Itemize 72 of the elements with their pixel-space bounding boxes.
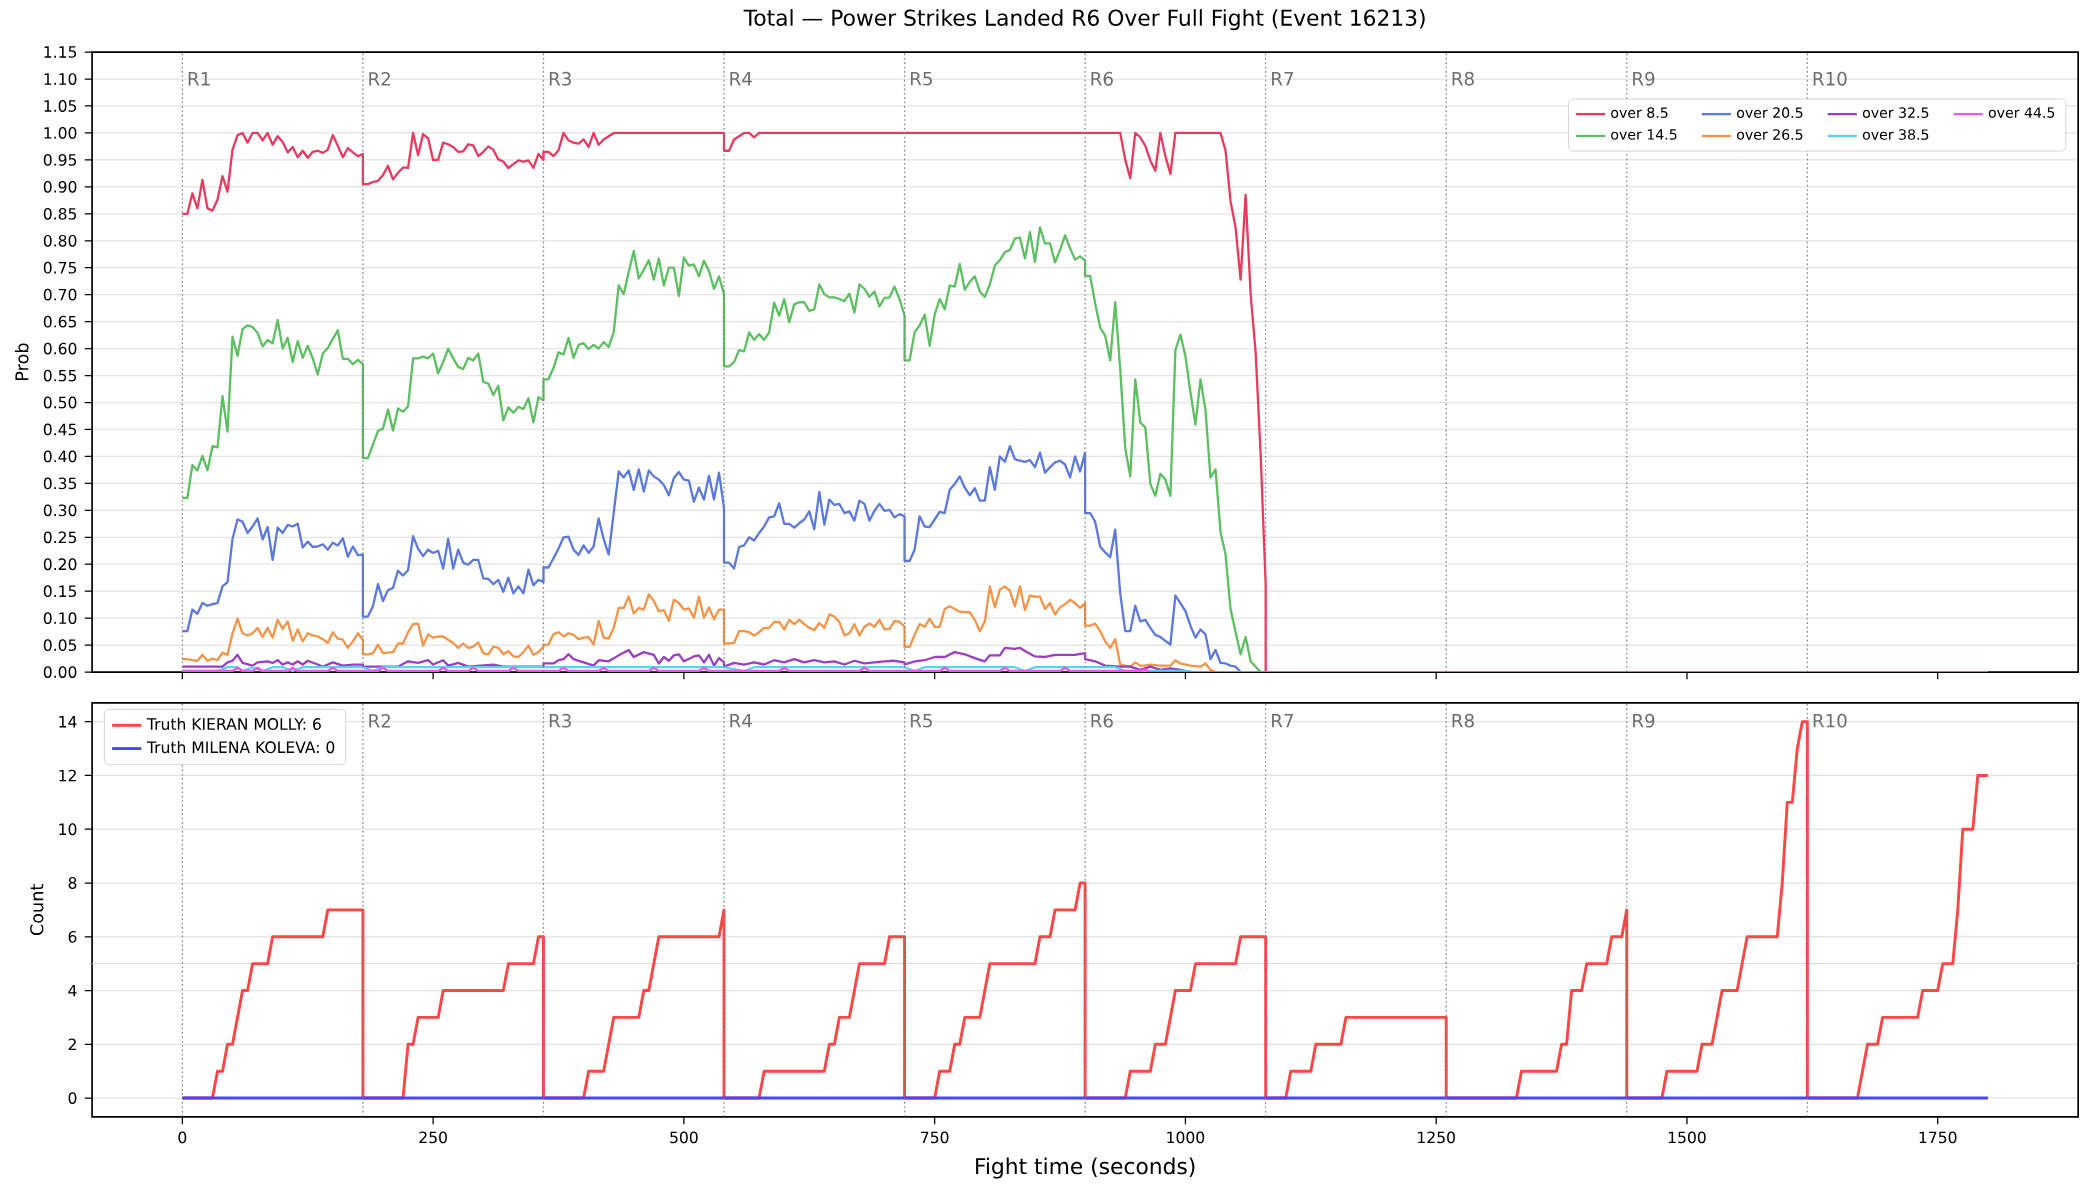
x-tick-label: 250 [419,1131,447,1144]
ref-line-label: R8 [1452,713,1474,728]
ref-line-label: R6 [1091,713,1113,728]
legend-label: over 26.5 [1737,129,1803,140]
y-tick-label: 12 [59,769,76,782]
y-tick-label: 0.10 [43,612,77,625]
y-tick-label: 0.75 [43,261,77,274]
y-tick-label: 6 [68,930,77,943]
y-tick-label: 0.95 [43,154,77,166]
ref-line-label: R2 [369,71,390,86]
y-tick-label: 0.05 [43,639,77,652]
ref-line-label: R5 [910,713,932,728]
legend-label: over 14.5 [1611,129,1677,140]
y-tick-label: 0.50 [43,396,77,409]
ref-line-label: R9 [1633,713,1655,728]
y-tick-label: 10 [59,823,77,836]
ref-line-label: R3 [549,713,571,728]
y-axis-title: Prob [14,343,29,380]
chart-title: Total — Power Strikes Landed R6 Over Full Fight (Event 16213) [743,9,1425,31]
ref-line-label: R2 [369,713,390,728]
legend-label: over 38.5 [1862,129,1929,140]
y-tick-label: 0.55 [43,369,77,382]
ref-line-label: R9 [1633,71,1655,86]
x-tick-label: 0 [178,1131,187,1144]
y-tick-label: 0.45 [43,423,77,436]
x-tick-label: 1000 [1167,1131,1205,1144]
ref-line-label: R1 [188,72,210,86]
y-tick-label: 0.65 [43,315,77,328]
ref-line-label: R10 [1813,71,1847,86]
x-tick-label: 500 [670,1131,698,1144]
y-tick-label: 0.60 [43,342,77,355]
ref-line-label: R3 [549,71,571,86]
y-tick-label: 0.85 [43,207,77,220]
y-axis-title: Count [30,884,44,936]
ref-line-label: R7 [1272,72,1293,86]
y-tick-label: 0.30 [43,504,77,517]
legend-label: over 20.5 [1737,107,1803,118]
y-tick-label: 2 [68,1038,76,1051]
legend-label: over 32.5 [1862,107,1929,118]
y-tick-label: 0.70 [43,288,77,301]
y-tick-label: 8 [68,877,77,889]
legend-label: Truth MILENA KOLEVA: 0 [146,741,335,754]
y-tick-label: 0.80 [43,234,77,247]
x-axis-title: Fight time (seconds) [976,1157,1195,1179]
y-tick-label: 0.90 [43,180,77,193]
legend-label: over 44.5 [1988,107,2055,118]
y-tick-label: 14 [59,716,77,728]
ref-line-label: R4 [730,72,752,86]
y-tick-label: 1.05 [44,100,77,112]
x-tick-label: 1250 [1418,1131,1455,1144]
y-tick-label: 0.00 [43,666,77,678]
ref-line-label: R7 [1272,714,1293,728]
y-tick-label: 0.20 [43,558,77,571]
y-tick-label: 4 [68,984,77,997]
y-tick-label: 1.10 [44,73,77,85]
legend-label: over 8.5 [1611,107,1668,118]
y-tick-label: 0.35 [43,477,77,490]
y-tick-label: 1.15 [44,46,77,58]
ref-line-label: R5 [910,71,932,86]
x-tick-label: 1750 [1919,1131,1957,1144]
y-tick-label: 0.25 [43,531,77,544]
x-tick-label: 750 [921,1131,949,1144]
ref-line-label: R8 [1452,71,1474,86]
ref-line-label: R10 [1813,713,1847,728]
y-tick-label: 0.40 [43,450,77,463]
ref-line-label: R4 [730,714,752,728]
legend-label: Truth KIERAN MOLLY: 6 [146,717,321,730]
y-tick-label: 1.00 [44,127,77,139]
y-tick-label: 0.15 [43,585,77,598]
y-tick-label: 0 [68,1092,77,1104]
x-tick-label: 1500 [1668,1131,1706,1144]
ref-line-label: R6 [1091,71,1113,86]
